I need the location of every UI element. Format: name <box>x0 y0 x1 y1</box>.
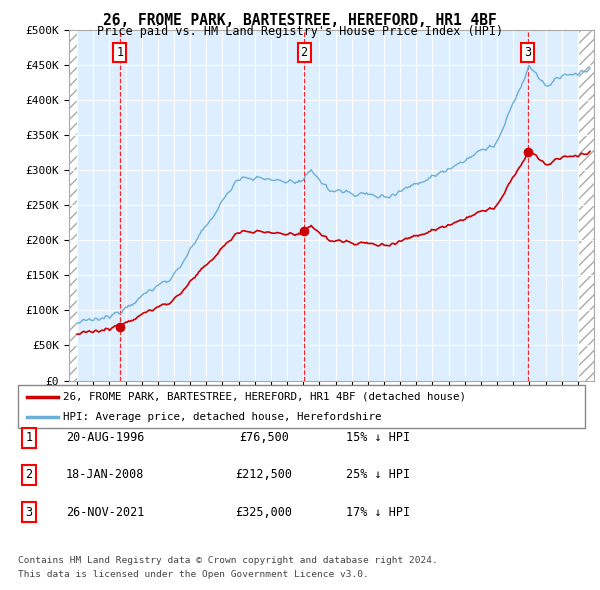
Text: 1: 1 <box>25 431 32 444</box>
Text: Price paid vs. HM Land Registry's House Price Index (HPI): Price paid vs. HM Land Registry's House … <box>97 25 503 38</box>
Text: 26, FROME PARK, BARTESTREE, HEREFORD, HR1 4BF: 26, FROME PARK, BARTESTREE, HEREFORD, HR… <box>103 13 497 28</box>
Text: 15% ↓ HPI: 15% ↓ HPI <box>346 431 410 444</box>
Text: £325,000: £325,000 <box>235 506 293 519</box>
Text: 3: 3 <box>524 46 532 59</box>
Text: 25% ↓ HPI: 25% ↓ HPI <box>346 468 410 481</box>
Text: £76,500: £76,500 <box>239 431 289 444</box>
Bar <box>578 30 594 381</box>
Text: 2: 2 <box>301 46 308 59</box>
Text: 20-AUG-1996: 20-AUG-1996 <box>66 431 144 444</box>
Text: 26-NOV-2021: 26-NOV-2021 <box>66 506 144 519</box>
Text: 3: 3 <box>25 506 32 519</box>
Text: 1: 1 <box>116 46 123 59</box>
Text: 2: 2 <box>25 468 32 481</box>
Text: This data is licensed under the Open Government Licence v3.0.: This data is licensed under the Open Gov… <box>18 571 369 579</box>
Text: Contains HM Land Registry data © Crown copyright and database right 2024.: Contains HM Land Registry data © Crown c… <box>18 556 438 565</box>
Text: £212,500: £212,500 <box>235 468 293 481</box>
Text: HPI: Average price, detached house, Herefordshire: HPI: Average price, detached house, Here… <box>64 412 382 422</box>
Bar <box>69 30 77 381</box>
Text: 18-JAN-2008: 18-JAN-2008 <box>66 468 144 481</box>
Text: 17% ↓ HPI: 17% ↓ HPI <box>346 506 410 519</box>
Text: 26, FROME PARK, BARTESTREE, HEREFORD, HR1 4BF (detached house): 26, FROME PARK, BARTESTREE, HEREFORD, HR… <box>64 392 466 402</box>
